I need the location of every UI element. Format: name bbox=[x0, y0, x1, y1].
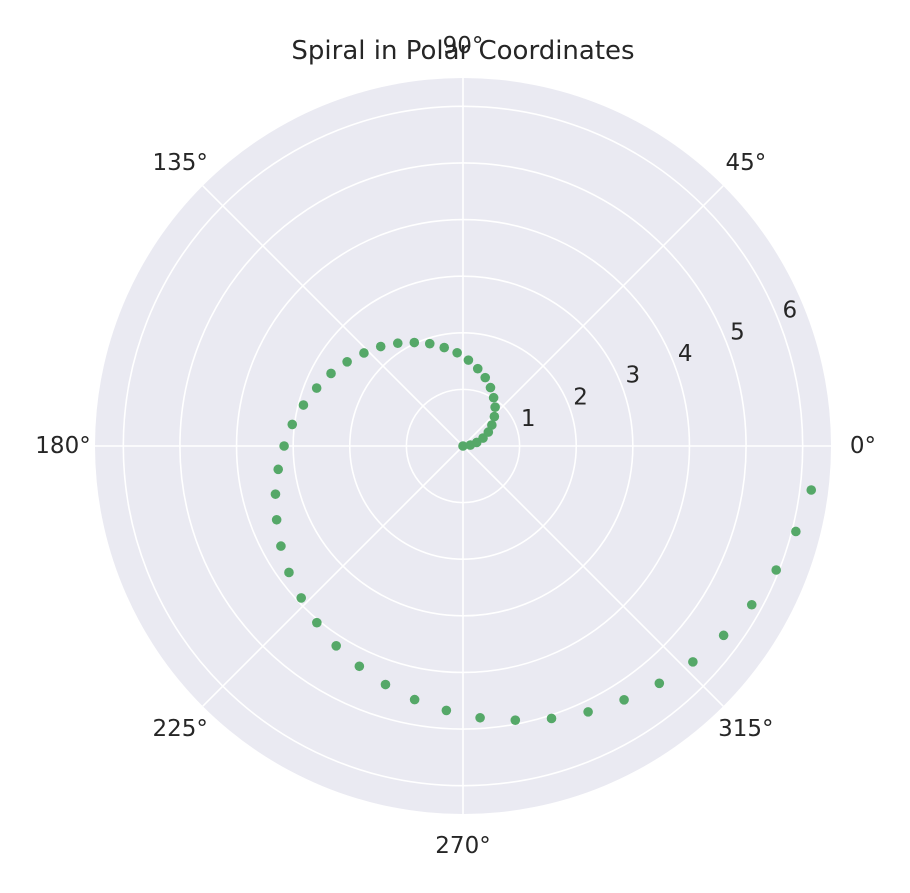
data-point bbox=[439, 342, 450, 353]
data-point bbox=[409, 694, 420, 705]
data-point bbox=[771, 565, 782, 575]
angle-tick-label: 135° bbox=[152, 150, 207, 176]
data-point bbox=[546, 713, 557, 724]
data-point bbox=[490, 402, 500, 412]
data-point bbox=[472, 363, 483, 374]
data-point bbox=[342, 357, 352, 367]
data-point bbox=[806, 485, 817, 495]
data-point bbox=[487, 420, 497, 430]
angle-tick-label: 270° bbox=[435, 833, 490, 859]
radial-tick-label: 2 bbox=[573, 384, 588, 410]
data-point bbox=[380, 679, 391, 690]
angular-grid-spoke bbox=[462, 445, 724, 707]
data-points bbox=[270, 337, 817, 725]
data-point bbox=[296, 593, 307, 603]
axis-labels: 0° 45° 90° 135° 180° 225° 270° 315° 1 2 3 4 5 6 bbox=[35, 33, 876, 859]
data-point bbox=[298, 400, 309, 410]
data-point bbox=[284, 567, 294, 578]
data-point bbox=[791, 526, 801, 537]
data-point bbox=[392, 338, 403, 349]
data-point bbox=[619, 695, 629, 705]
angle-tick-label: 0° bbox=[850, 433, 876, 459]
data-point bbox=[375, 341, 386, 352]
data-point bbox=[326, 368, 336, 379]
chart-title: Spiral in Polar Coordinates bbox=[291, 36, 634, 66]
grid-lines bbox=[95, 78, 831, 814]
data-point bbox=[485, 382, 496, 393]
angle-tick-label: 315° bbox=[718, 716, 773, 742]
data-point bbox=[654, 678, 665, 689]
data-point bbox=[489, 411, 500, 422]
data-point bbox=[463, 355, 474, 365]
data-point bbox=[270, 489, 281, 499]
data-point bbox=[688, 657, 698, 667]
angle-tick-label: 45° bbox=[725, 150, 766, 176]
angular-grid-spoke bbox=[202, 185, 464, 447]
data-point bbox=[276, 541, 286, 551]
radial-tick-label: 3 bbox=[626, 363, 641, 389]
data-point bbox=[510, 715, 521, 725]
angular-grid-spoke bbox=[462, 185, 724, 447]
data-point bbox=[354, 661, 365, 672]
radial-tick-label: 6 bbox=[782, 298, 797, 324]
angular-grid-spoke bbox=[202, 445, 464, 707]
angle-tick-label: 225° bbox=[152, 716, 207, 742]
data-point bbox=[312, 617, 322, 628]
data-point bbox=[311, 383, 322, 393]
angle-tick-label: 90° bbox=[443, 33, 484, 59]
data-point bbox=[279, 441, 289, 451]
data-point bbox=[441, 705, 452, 716]
data-point bbox=[271, 514, 282, 525]
data-point bbox=[480, 372, 491, 383]
data-point bbox=[488, 392, 499, 403]
data-point bbox=[718, 630, 729, 641]
data-point bbox=[331, 641, 341, 651]
data-point bbox=[409, 337, 420, 348]
data-point bbox=[273, 464, 284, 475]
radial-tick-label: 5 bbox=[730, 319, 745, 345]
angle-tick-label: 180° bbox=[35, 433, 90, 459]
radial-tick-label: 1 bbox=[521, 406, 536, 432]
data-point bbox=[359, 348, 369, 358]
data-point bbox=[287, 419, 298, 430]
radial-tick-label: 4 bbox=[678, 341, 693, 367]
data-point bbox=[583, 707, 593, 717]
data-point bbox=[746, 599, 757, 610]
data-point bbox=[458, 441, 468, 451]
data-point bbox=[452, 347, 462, 358]
data-point bbox=[475, 712, 485, 723]
data-point bbox=[424, 338, 435, 349]
